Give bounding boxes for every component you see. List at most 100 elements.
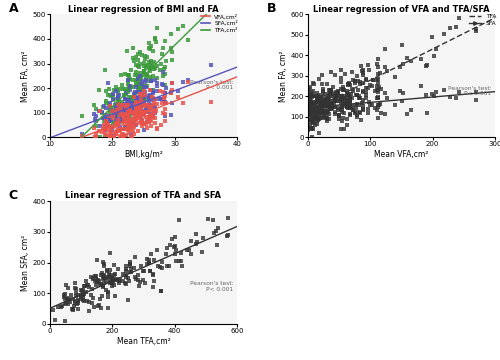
Point xyxy=(146,78,154,84)
Point xyxy=(152,39,160,44)
Point xyxy=(112,101,120,107)
Point xyxy=(145,98,153,103)
Point xyxy=(334,90,342,96)
Point xyxy=(120,131,128,137)
Point xyxy=(312,94,320,99)
Point xyxy=(122,105,130,111)
Point xyxy=(122,112,130,118)
Point xyxy=(136,101,143,107)
Point xyxy=(323,95,331,101)
Point xyxy=(307,104,315,110)
Point xyxy=(312,106,320,112)
Point xyxy=(120,104,128,110)
Point xyxy=(330,93,338,99)
Point xyxy=(147,118,155,124)
Point xyxy=(304,102,312,108)
Point xyxy=(366,82,374,88)
Point xyxy=(472,26,480,32)
Point xyxy=(176,250,184,256)
Point xyxy=(134,74,142,80)
Point xyxy=(128,109,136,115)
Point xyxy=(132,69,140,75)
Point xyxy=(138,85,145,91)
Point xyxy=(140,104,148,109)
Point xyxy=(365,99,373,104)
Point xyxy=(358,100,366,106)
Point xyxy=(107,129,115,135)
Point xyxy=(61,301,69,307)
Point xyxy=(96,296,104,302)
Point xyxy=(102,98,110,104)
Point xyxy=(134,76,142,82)
Point xyxy=(138,263,145,269)
Point xyxy=(95,278,103,284)
Point xyxy=(62,297,70,302)
Point xyxy=(136,279,143,285)
Point xyxy=(126,106,134,112)
Point xyxy=(212,228,220,234)
Point xyxy=(128,121,136,127)
Point xyxy=(102,274,110,280)
Point xyxy=(346,100,354,106)
Point xyxy=(106,117,114,123)
Point xyxy=(324,103,332,109)
Point xyxy=(146,95,154,101)
Point xyxy=(157,288,165,294)
Point xyxy=(146,46,154,52)
Point xyxy=(340,126,348,132)
Point xyxy=(146,45,154,51)
Point xyxy=(356,109,364,114)
Point xyxy=(136,106,143,112)
Point xyxy=(72,293,80,299)
Point xyxy=(309,108,317,114)
Point xyxy=(113,276,121,282)
Point xyxy=(126,118,134,124)
Point xyxy=(153,25,161,31)
Point xyxy=(324,118,332,124)
Point xyxy=(136,96,143,102)
Point xyxy=(122,268,130,274)
Point xyxy=(150,65,158,71)
Point xyxy=(102,126,110,132)
Point xyxy=(112,109,120,115)
Point xyxy=(125,107,133,113)
Point xyxy=(364,85,372,90)
Point xyxy=(307,89,315,95)
Point xyxy=(132,103,140,108)
Point xyxy=(310,108,318,114)
Point xyxy=(316,108,324,114)
Point xyxy=(116,109,124,115)
Point xyxy=(332,98,340,104)
Point xyxy=(64,285,72,291)
Point xyxy=(144,102,152,108)
Point xyxy=(352,112,360,118)
Text: B: B xyxy=(267,2,276,15)
Point xyxy=(341,99,349,104)
Point xyxy=(168,90,175,95)
Point xyxy=(135,97,143,103)
Point xyxy=(340,115,347,121)
Point xyxy=(132,116,140,122)
Point xyxy=(172,258,179,264)
Point xyxy=(122,118,130,124)
Point xyxy=(126,100,134,106)
Point xyxy=(122,266,130,271)
Point xyxy=(121,113,129,119)
Point xyxy=(320,99,328,105)
Point xyxy=(100,276,108,282)
Point xyxy=(112,129,120,135)
X-axis label: BMI,kg/m²: BMI,kg/m² xyxy=(124,150,163,159)
Point xyxy=(107,117,115,123)
Point xyxy=(322,110,330,116)
Point xyxy=(109,113,117,119)
Title: Linear regression of BMI and FA: Linear regression of BMI and FA xyxy=(68,5,219,14)
Point xyxy=(309,88,317,94)
Point xyxy=(398,42,406,48)
Point xyxy=(102,268,110,274)
Point xyxy=(146,112,154,118)
Point xyxy=(373,83,381,89)
Point xyxy=(79,294,87,300)
Point xyxy=(134,82,142,88)
Point xyxy=(318,113,326,118)
Point xyxy=(78,131,86,137)
